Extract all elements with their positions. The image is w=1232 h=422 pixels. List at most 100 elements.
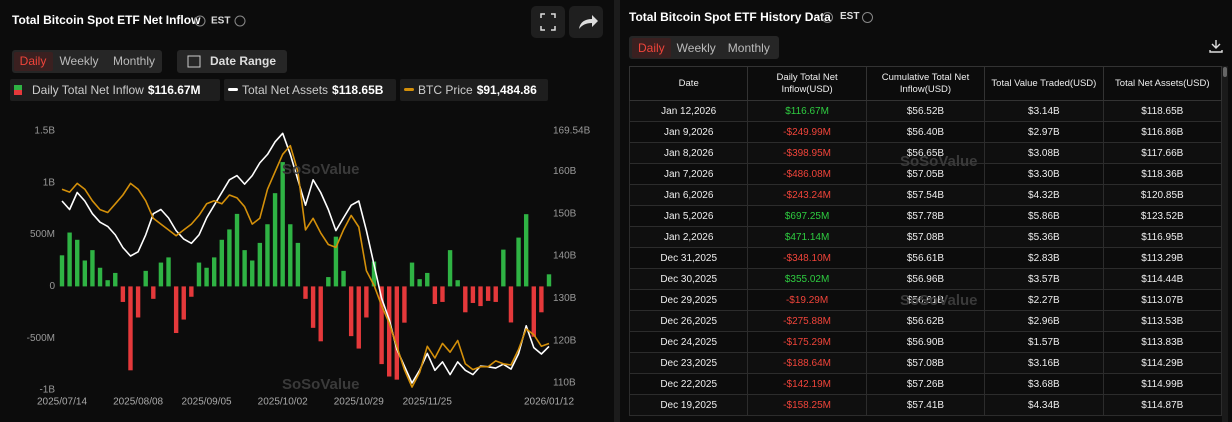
y-tick-label: -1B — [39, 385, 55, 396]
table-cell: $3.14B — [984, 100, 1104, 122]
table-cell: -$158.25M — [747, 394, 867, 416]
table-cell: $56.52B — [865, 100, 986, 122]
tab[interactable]: Monthly — [727, 40, 770, 55]
table-row: Jan 8,2026 -$398.95M $56.65B $3.08B $117.66B — [628, 142, 1223, 164]
table-title: Total Bitcoin Spot ETF History Data — [629, 10, 831, 24]
column-header: Daily Total Net Inflow(USD) — [747, 66, 867, 101]
tab[interactable]: Monthly — [113, 54, 155, 68]
fullscreen-icon — [540, 13, 556, 31]
table-cell: $113.53B — [1102, 310, 1223, 332]
info-icon[interactable] — [194, 15, 206, 27]
table-cell: $5.86B — [984, 205, 1104, 227]
divider — [614, 0, 620, 422]
bar — [440, 286, 445, 302]
bar — [318, 286, 323, 342]
table-cell: Jan 8,2026 — [628, 142, 749, 164]
bar — [151, 286, 156, 299]
table-cell: $116.67M — [747, 100, 867, 122]
table-row: Dec 22,2025 -$142.19M $57.26B $3.68B $114.99… — [628, 373, 1223, 395]
table-panel: Total Bitcoin Spot ETF History Data EST … — [620, 0, 1232, 422]
table-row: Jan 2,2026 $471.14M $57.08B $5.36B $116.95B — [628, 226, 1223, 248]
bar — [539, 286, 544, 313]
table-cell: Jan 9,2026 — [628, 121, 749, 143]
table-cell: $123.52B — [1102, 205, 1223, 227]
bar — [257, 242, 263, 287]
bar — [158, 262, 164, 287]
table-cell: $4.32B — [984, 184, 1104, 206]
scroll-thumb[interactable] — [1223, 67, 1227, 77]
column-header: Total Value Traded(USD) — [984, 66, 1104, 101]
table-row: Dec 26,2025 -$275.88M $56.62B $2.96B $113.53… — [628, 310, 1223, 332]
table-cell: -$398.95M — [747, 142, 867, 164]
info-icon[interactable] — [234, 15, 246, 27]
table-cell: $3.16B — [984, 352, 1104, 374]
line — [61, 144, 550, 388]
y-tick-label: 500M — [30, 229, 55, 240]
y2-tick-label: 140B — [553, 251, 577, 262]
tab-group: Daily Weekly Monthly — [629, 36, 779, 59]
legend-box — [400, 79, 548, 101]
bar — [250, 260, 255, 287]
tab[interactable]: Weekly — [59, 54, 98, 68]
tab[interactable]: Daily — [632, 37, 671, 58]
table-cell: $2.97B — [984, 121, 1104, 143]
x-tick-label: 2025/10/02 — [258, 397, 308, 408]
legend-name: Daily Total Net Inflow — [32, 83, 144, 97]
y2-tick-label: 169.54B — [553, 126, 591, 137]
table-cell: -$275.88M — [747, 310, 867, 332]
table-cell: Dec 24,2025 — [628, 331, 749, 353]
bar — [67, 232, 72, 287]
table-cell: $57.08B — [865, 352, 986, 374]
bar — [128, 286, 133, 371]
bar — [387, 286, 392, 377]
bar — [409, 262, 415, 287]
watermark: SoSoValue — [900, 292, 978, 309]
table-cell: $3.57B — [984, 268, 1104, 290]
bar — [364, 286, 369, 318]
x-tick-label: 2025/10/29 — [334, 397, 384, 408]
table-row: Jan 6,2026 -$243.24M $57.54B $4.32B $120.85B — [628, 184, 1223, 206]
info-icon[interactable] — [822, 12, 833, 23]
table-cell: $116.95B — [1102, 226, 1223, 248]
info-icon[interactable] — [862, 12, 873, 23]
tab[interactable]: Weekly — [676, 40, 716, 55]
legend-value: $116.67M — [148, 83, 201, 97]
bar — [425, 272, 430, 287]
table-cell: $118.36B — [1102, 163, 1223, 185]
legend-box — [10, 79, 220, 101]
table-cell: Dec 29,2025 — [628, 289, 749, 311]
bar — [143, 270, 148, 287]
table-cell: $114.87B — [1102, 394, 1223, 416]
timezone: EST — [211, 16, 230, 27]
bar — [356, 286, 361, 349]
date-range-button[interactable] — [177, 50, 287, 73]
bar — [75, 239, 80, 287]
chart-title: Total Bitcoin Spot ETF Net Inflow — [12, 13, 201, 27]
bar — [295, 242, 301, 287]
table-cell: $57.26B — [865, 373, 986, 395]
table-cell: $57.54B — [865, 184, 986, 206]
scrollbar[interactable] — [1222, 66, 1228, 422]
legend-entry: BTC Price $91,484.86 — [418, 83, 537, 97]
bar — [265, 224, 270, 287]
date-range-label: Date Range — [210, 54, 276, 68]
table-cell: Dec 26,2025 — [628, 310, 749, 332]
legend-entry: Daily Total Net Inflow $116.67M — [32, 83, 201, 97]
bar — [333, 236, 339, 287]
x-tick-label: 2025/07/14 — [37, 397, 87, 408]
bar — [371, 261, 377, 287]
table-cell: -$348.10M — [747, 247, 867, 269]
legend-swatch — [228, 88, 238, 91]
bar — [478, 286, 483, 307]
table-cell: $56.90B — [865, 331, 986, 353]
watermark: SoSoValue — [900, 153, 978, 170]
watermark: SoSoValue — [282, 161, 360, 178]
bar — [166, 257, 171, 287]
bar — [417, 279, 422, 287]
download-icon[interactable] — [1208, 38, 1224, 54]
tab[interactable]: Daily — [20, 54, 47, 68]
table-cell: $56.96B — [865, 268, 986, 290]
chart-panel: Total Bitcoin Spot ETF Net Inflow EST Da… — [10, 6, 603, 408]
fullscreen-button[interactable] — [531, 6, 565, 38]
y2-tick-label: 160B — [553, 166, 577, 177]
